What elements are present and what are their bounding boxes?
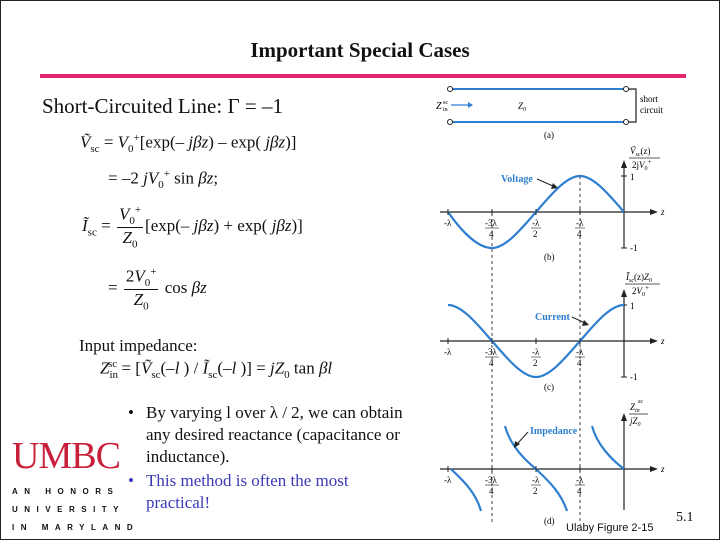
page-number: 5.1 bbox=[676, 510, 694, 525]
logo-line: IN MARYLAND bbox=[12, 523, 140, 532]
svg-text:4: 4 bbox=[489, 486, 494, 496]
svg-text:Ṽsc(z): Ṽsc(z) bbox=[630, 146, 651, 158]
svg-text:-3λ: -3λ bbox=[485, 475, 497, 485]
subtitle: Short-Circuited Line: Γ = –1 bbox=[42, 94, 283, 118]
svg-text:sc: sc bbox=[443, 100, 448, 106]
svg-text:-λ: -λ bbox=[576, 475, 584, 485]
bullet-item: By varying l over λ / 2, we can obtain a… bbox=[128, 402, 408, 468]
panel-c-current: z 1 -1 Ĩsc(z)Z0 2V0+ Current (c) bbox=[440, 272, 665, 392]
svg-text:z: z bbox=[660, 336, 665, 346]
svg-text:-λ: -λ bbox=[532, 475, 540, 485]
equation-v-sc-2: = –2 jV0+ sin βz; bbox=[108, 168, 219, 192]
figure-credit: Ulaby Figure 2-15 bbox=[566, 522, 654, 534]
svg-text:Z0: Z0 bbox=[518, 101, 526, 113]
svg-text:4: 4 bbox=[489, 358, 494, 368]
svg-text:circuit: circuit bbox=[640, 105, 663, 115]
current-label: Current bbox=[535, 312, 570, 323]
svg-text:z: z bbox=[660, 464, 665, 474]
svg-text:1: 1 bbox=[630, 172, 635, 182]
caption-a: (a) bbox=[544, 130, 554, 140]
svg-text:2V0+: 2V0+ bbox=[632, 284, 649, 298]
x-tick-labels: -λ -3λ4 -λ2 -λ4 -λ -3λ4 -λ2 -λ4 -λ -3λ4 … bbox=[444, 209, 585, 496]
caption-c: (c) bbox=[544, 382, 554, 392]
svg-text:2: 2 bbox=[533, 358, 538, 368]
svg-text:-1: -1 bbox=[630, 243, 638, 253]
slide-title: Important Special Cases bbox=[250, 38, 470, 62]
input-impedance-label: Input impedance: bbox=[79, 336, 198, 355]
svg-text:sc: sc bbox=[638, 399, 643, 405]
svg-text:Ĩsc(z)Z0: Ĩsc(z)Z0 bbox=[625, 272, 652, 284]
logo-line: UNIVERSITY bbox=[12, 505, 126, 514]
svg-text:4: 4 bbox=[577, 229, 582, 239]
svg-text:-λ: -λ bbox=[444, 347, 452, 357]
svg-text:2: 2 bbox=[533, 486, 538, 496]
logo-line: AN HONORS bbox=[12, 487, 120, 496]
svg-text:Zin: Zin bbox=[630, 402, 640, 414]
title-underline bbox=[40, 74, 686, 78]
umbc-logo: UMBC AN HONORS UNIVERSITY IN MARYLAND bbox=[12, 434, 139, 532]
equation-i-sc-1: Ĩsc = V0+ Z0 [exp(– jβz) + exp( jβz)] bbox=[82, 204, 303, 251]
logo-wordmark: UMBC bbox=[12, 435, 121, 477]
equation-i-sc-2: = 2V0+ Z0 cos βz bbox=[108, 266, 207, 313]
panel-b-voltage: z 1 -1 Ṽsc(z) 2jV0+ Voltage (b) bbox=[440, 146, 665, 262]
panel-a-circuit: Z sc in Z0 short circuit (a) bbox=[436, 86, 663, 140]
svg-text:4: 4 bbox=[577, 358, 582, 368]
voltage-label: Voltage bbox=[501, 174, 533, 185]
svg-text:z: z bbox=[660, 207, 665, 217]
caption-b: (b) bbox=[544, 252, 555, 262]
equation-v-sc-1: Ṽsc = V0+[exp(– jβz) – exp( jβz)] bbox=[80, 132, 297, 156]
svg-text:4: 4 bbox=[489, 229, 494, 239]
svg-text:-λ: -λ bbox=[444, 218, 452, 228]
svg-text:-3λ: -3λ bbox=[485, 218, 497, 228]
svg-text:4: 4 bbox=[577, 486, 582, 496]
svg-text:-λ: -λ bbox=[576, 347, 584, 357]
svg-text:short: short bbox=[640, 94, 658, 104]
panel-d-impedance: z Zin sc jZ0 Impedance (d) bbox=[440, 399, 665, 526]
bullet-list: By varying l over λ / 2, we can obtain a… bbox=[128, 402, 408, 516]
svg-text:2jV0+: 2jV0+ bbox=[632, 158, 652, 172]
svg-text:Z: Z bbox=[436, 101, 442, 112]
svg-text:1: 1 bbox=[630, 301, 635, 311]
bullet-item: This method is often the most practical! bbox=[128, 470, 408, 514]
caption-d: (d) bbox=[544, 516, 555, 526]
svg-text:in: in bbox=[443, 107, 448, 113]
svg-text:-λ: -λ bbox=[576, 218, 584, 228]
svg-text:jZ0: jZ0 bbox=[629, 416, 641, 428]
svg-text:-3λ: -3λ bbox=[485, 347, 497, 357]
svg-text:2: 2 bbox=[533, 229, 538, 239]
svg-text:-λ: -λ bbox=[532, 347, 540, 357]
impedance-label: Impedance bbox=[530, 426, 578, 437]
equation-z-in: Zinsc = [Ṽsc(–l ) / Ĩsc(–l )] = jZ0 tan … bbox=[100, 358, 333, 382]
svg-text:-λ: -λ bbox=[444, 475, 452, 485]
svg-text:-1: -1 bbox=[630, 372, 638, 382]
svg-text:-λ: -λ bbox=[532, 218, 540, 228]
